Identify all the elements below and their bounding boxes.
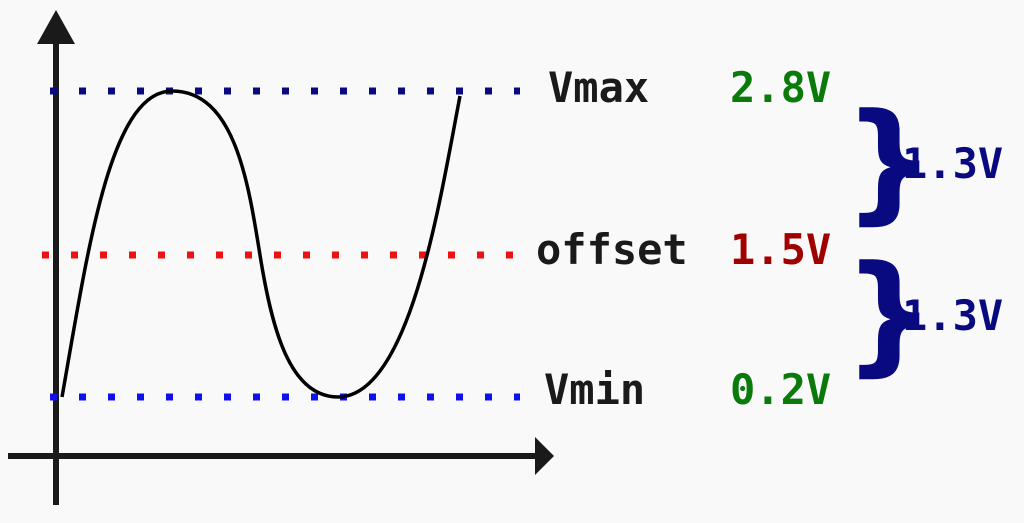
lower-amplitude-brace: } (843, 237, 936, 389)
upper-amplitude-brace: } (843, 85, 936, 237)
offset-value: 1.5V (730, 225, 831, 274)
upper-amplitude-value: 1.3V (902, 139, 1003, 188)
x-axis-arrow (535, 437, 554, 475)
vmin-value: 0.2V (730, 365, 831, 414)
lower-amplitude-value: 1.3V (902, 291, 1003, 340)
y-axis-arrow (37, 10, 75, 44)
offset-label: offset (536, 225, 688, 274)
vmax-label: Vmax (548, 63, 649, 112)
vmin-label: Vmin (544, 365, 645, 414)
vmax-value: 2.8V (730, 63, 831, 112)
sine-wave-curve (60, 89, 462, 399)
